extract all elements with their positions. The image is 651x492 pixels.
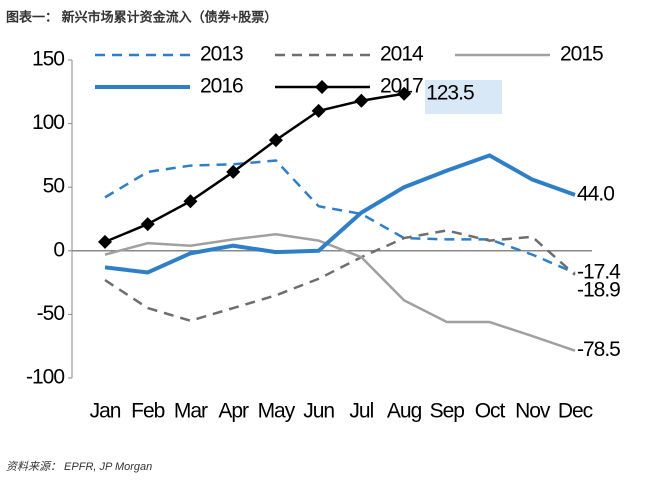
legend-label: 2015 bbox=[560, 43, 603, 66]
series-line bbox=[104, 233, 576, 352]
value-label: -18.9 bbox=[577, 278, 620, 301]
y-tick-label: 150 bbox=[32, 48, 64, 71]
label-highlight bbox=[425, 80, 502, 114]
marker bbox=[183, 194, 198, 209]
x-tick-label: Dec bbox=[558, 400, 593, 423]
x-tick-label: Jun bbox=[303, 400, 334, 423]
x-tick-label: Feb bbox=[131, 400, 165, 423]
value-label: 44.0 bbox=[577, 182, 614, 205]
x-tick-label: Sep bbox=[430, 400, 465, 423]
legend-label: 2013 bbox=[200, 43, 243, 66]
chart-title: 图表一： 新兴市场累计资金流入（债券+股票） bbox=[6, 9, 277, 24]
series-line bbox=[104, 153, 576, 275]
marker bbox=[140, 217, 155, 232]
marker bbox=[311, 103, 326, 118]
legend-label: 2016 bbox=[200, 75, 243, 98]
series-line bbox=[104, 159, 576, 275]
legend-label: 2017 bbox=[380, 75, 423, 98]
x-tick-label: Apr bbox=[218, 400, 249, 423]
legend-marker bbox=[315, 80, 329, 94]
value-label: -78.5 bbox=[577, 338, 620, 361]
value-label: 123.5 bbox=[426, 81, 474, 104]
x-tick-label: Jan bbox=[90, 400, 121, 423]
marker bbox=[397, 86, 412, 101]
marker bbox=[268, 133, 283, 148]
x-tick-label: Mar bbox=[174, 400, 208, 423]
marker bbox=[226, 164, 241, 179]
x-tick-label: May bbox=[258, 400, 296, 423]
y-tick-label: 50 bbox=[43, 175, 65, 198]
y-tick-label: 0 bbox=[53, 238, 64, 261]
x-tick-label: Nov bbox=[515, 400, 551, 423]
x-tick-label: Aug bbox=[387, 400, 422, 423]
x-tick-label: Oct bbox=[475, 400, 506, 423]
series-line bbox=[104, 92, 405, 244]
x-tick-label: Jul bbox=[349, 400, 373, 423]
marker bbox=[98, 234, 112, 249]
y-tick-label: -100 bbox=[26, 366, 64, 389]
y-tick-label: -50 bbox=[37, 302, 65, 325]
y-tick-label: 100 bbox=[32, 111, 64, 134]
legend-label: 2014 bbox=[380, 43, 424, 66]
series-line bbox=[104, 229, 576, 323]
value-label: -17.4 bbox=[577, 260, 621, 283]
marker bbox=[354, 93, 369, 108]
source: 资料来源： EPFR, JP Morgan bbox=[6, 460, 152, 473]
